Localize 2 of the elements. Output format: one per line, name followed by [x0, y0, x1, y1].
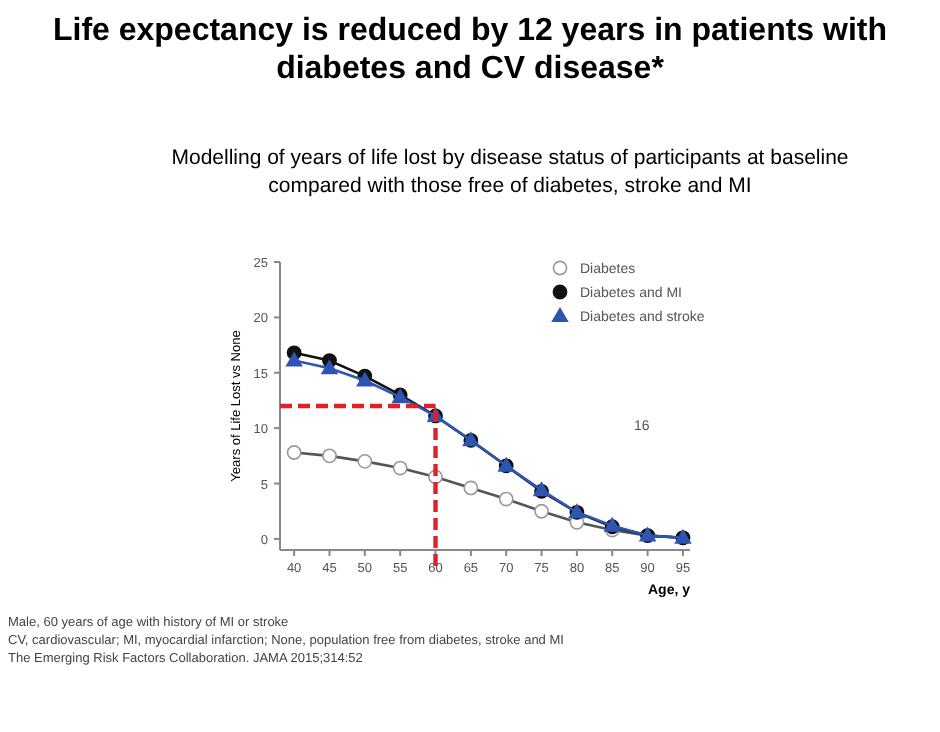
- chart-subtitle: Modelling of years of life lost by disease status of participants at baseline compared with those free of diabetes, stroke and MI: [171, 146, 849, 198]
- chart-title: Life expectancy is reduced by 12 years in patients with diabetes and CV disease*: [52, 14, 888, 86]
